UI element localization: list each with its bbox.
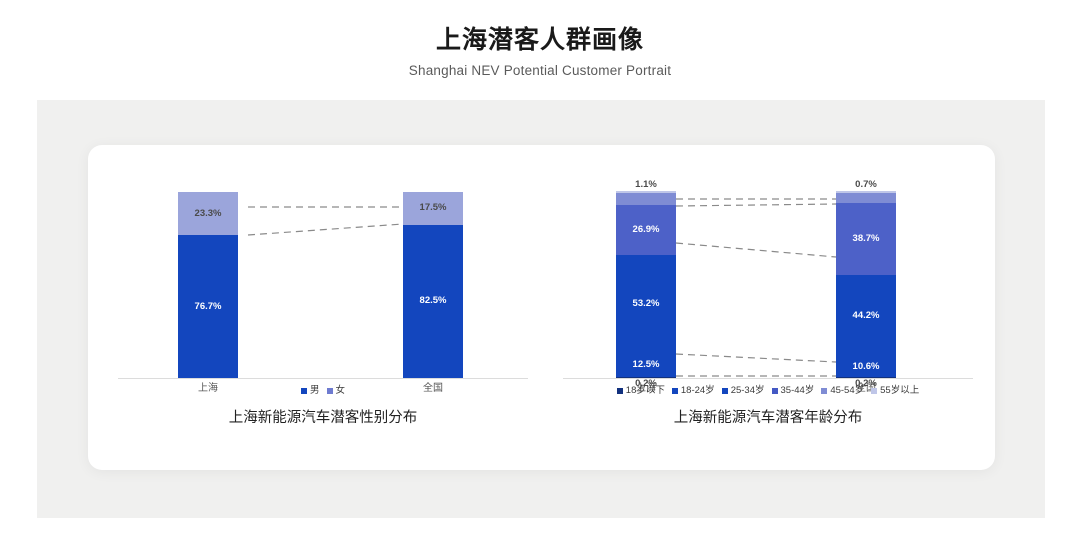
legend-swatch-icon xyxy=(721,388,728,394)
bar-segment-value: 12.5% xyxy=(632,359,660,371)
legend-item-35-44岁[interactable]: 35-44岁 xyxy=(771,385,815,397)
bar-segment-value: 38.7% xyxy=(852,232,880,244)
bar-segment-18-24岁[interactable]: 10.6% xyxy=(836,357,896,377)
bar-segment-45-54岁[interactable]: 6.1% xyxy=(616,193,676,215)
bar-segment-value: 0.7% xyxy=(855,179,877,191)
legend-item-25-34岁[interactable]: 25-34岁 xyxy=(721,385,765,397)
bar-segment-value: 17.5% xyxy=(419,202,447,214)
bar-segment-女[interactable]: 17.5% xyxy=(403,192,463,225)
chart-age-xlabel-0: 上海 xyxy=(636,383,656,394)
legend-label: 35-44岁 xyxy=(780,385,815,396)
bar-segment-value: 82.5% xyxy=(419,295,447,307)
legend-label: 男 xyxy=(309,385,320,396)
legend-label: 25-34岁 xyxy=(730,385,765,396)
legend-swatch-icon xyxy=(871,388,878,394)
chart-gender-distribution: 23.3% 76.7% 17.5% 82.5% 上海 全国 男女 上海新能源汽车潜客… xyxy=(103,145,543,470)
bar-segment-value: 44.2% xyxy=(852,310,880,321)
bar-segment-value: 1.1% xyxy=(635,179,657,191)
chart-age-plot: 1.1% 6.1% 26.9% 53.2% 12.5% 0.2% 0.7%5.5% 38.7… xyxy=(548,180,988,394)
chart-age-distribution: 1.1% 6.1% 26.9% 53.2% 12.5% 0.2% 0.7%5.5% 38.7… xyxy=(548,145,988,470)
bar-segment-value: 10.6% xyxy=(852,360,880,372)
bar-segment-男[interactable]: 76.7% xyxy=(178,235,238,378)
legend-label: 55岁以上 xyxy=(880,385,920,396)
content-card: 23.3% 76.7% 17.5% 82.5% 上海 全国 男女 上海新能源汽车潜客… xyxy=(88,145,995,470)
table-row[interactable]: 23.3% 76.7% xyxy=(178,192,238,378)
bar-segment-25-34岁[interactable]: 53.2% xyxy=(616,254,676,354)
legend-swatch-icon xyxy=(616,388,623,394)
legend-item-18-24岁[interactable]: 18-24岁 xyxy=(671,385,715,397)
chart-gender-xlabel-0: 上海 xyxy=(198,383,218,394)
legend-item-45-54岁[interactable]: 45-54岁 xyxy=(821,385,864,397)
table-row[interactable]: 0.7%5.5% 38.7% 44.2% 10.6% 0.2% xyxy=(836,180,896,389)
bar-segment-女[interactable]: 23.3% xyxy=(178,192,238,236)
table-row[interactable]: 1.1% 6.1% 26.9% 53.2% 12.5% 0.2% xyxy=(616,180,676,389)
legend-label: 女 xyxy=(335,385,346,396)
chart-age-legend: 18岁以下 18-24岁 25-34岁 35-44岁 45-54岁 55岁以上 xyxy=(548,385,988,397)
legend-swatch-icon xyxy=(821,388,828,394)
legend-swatch-icon xyxy=(671,388,678,394)
legend-label: 18岁以下 xyxy=(625,385,665,396)
chart-gender-legend: 男女 xyxy=(103,385,543,397)
page-header: 上海潜客人群画像 Shanghai NEV Potential Customer… xyxy=(0,24,1080,81)
bar-segment-25-34岁[interactable]: 44.2% xyxy=(836,274,896,358)
legend-swatch-icon xyxy=(326,388,333,394)
bar-segment-35-44岁[interactable]: 38.7% xyxy=(836,202,896,275)
chart-age-caption: 上海新能源汽车潜客年龄分布 xyxy=(673,410,863,426)
chart-age-axis xyxy=(563,378,973,379)
bar-segment-35-44岁[interactable]: 26.9% xyxy=(616,204,676,255)
chart-gender-plot: 23.3% 76.7% 17.5% 82.5% 上海 全国 xyxy=(103,190,543,394)
legend-label: 45-54岁 xyxy=(830,385,865,396)
bar-segment-18岁以下[interactable]: 0.2% xyxy=(616,376,676,389)
bar-segment-value: 26.9% xyxy=(632,223,660,235)
legend-swatch-icon xyxy=(300,388,307,394)
bar-segment-value: 53.2% xyxy=(632,298,660,310)
chart-gender-axis xyxy=(118,378,528,379)
page-title-en: Shanghai NEV Potential Customer Portrait xyxy=(408,63,672,78)
bar-segment-45-54岁[interactable]: 5.5% xyxy=(836,192,896,213)
table-row[interactable]: 17.5% 82.5% xyxy=(403,192,463,378)
chart-age-xlabel-1: 全国 xyxy=(856,383,876,394)
legend-item-55岁以上[interactable]: 55岁以上 xyxy=(871,385,919,397)
bar-segment-男[interactable]: 82.5% xyxy=(403,224,463,378)
chart-gender-caption: 上海新能源汽车潜客性别分布 xyxy=(228,410,418,426)
bar-segment-18-24岁[interactable]: 12.5% xyxy=(616,353,676,377)
bar-segment-value: 76.7% xyxy=(194,300,222,312)
bar-segment-value: 23.3% xyxy=(194,207,222,219)
page-title-cn: 上海潜客人群画像 xyxy=(435,26,644,54)
chart-age-connectors xyxy=(675,198,837,377)
legend-swatch-icon xyxy=(771,388,778,394)
legend-item-男[interactable]: 男 xyxy=(300,385,320,397)
legend-item-女[interactable]: 女 xyxy=(326,385,346,397)
chart-gender-connectors xyxy=(247,206,404,236)
legend-label: 18-24岁 xyxy=(680,385,715,396)
chart-gender-xlabel-1: 全国 xyxy=(423,383,443,394)
bar-segment-18岁以下[interactable]: 0.2% xyxy=(836,376,896,389)
legend-item-18岁以下[interactable]: 18岁以下 xyxy=(616,385,665,397)
